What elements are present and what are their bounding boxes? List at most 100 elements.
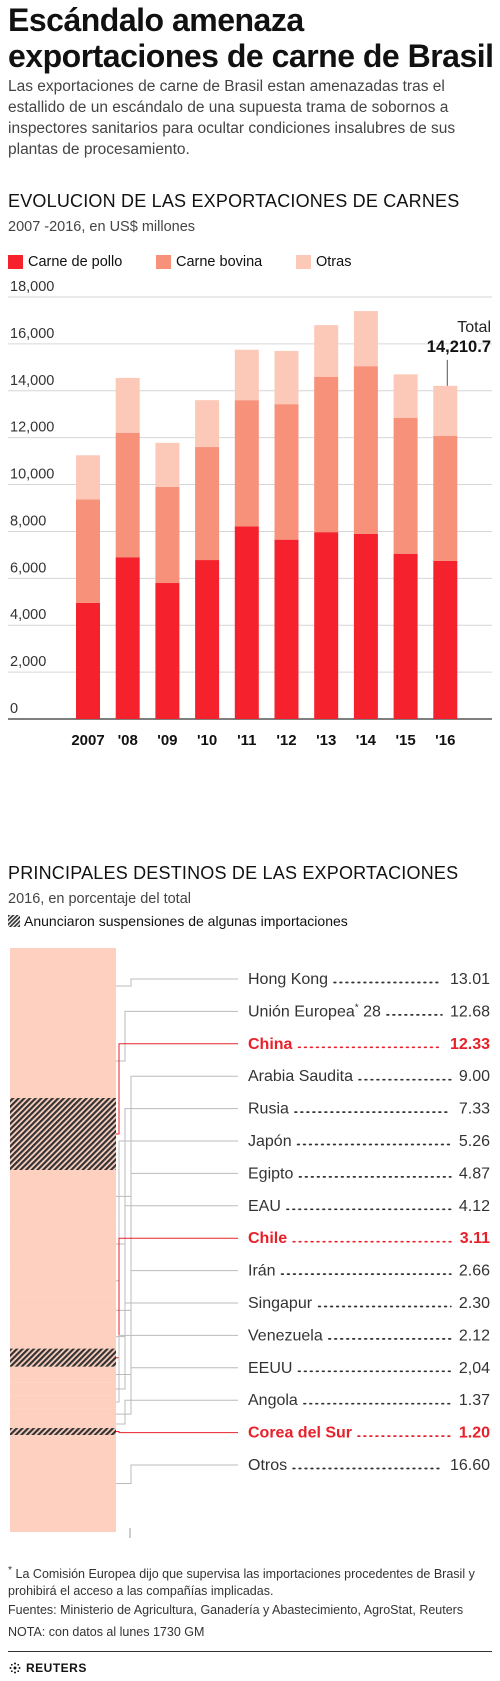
intro-text: Las exportaciones de carne de Brasil est… xyxy=(8,78,456,158)
bar-segment-otras xyxy=(274,350,299,405)
destino-value: 1.20 xyxy=(459,1425,490,1442)
x-tick-label: '08 xyxy=(118,732,138,749)
destino-segment xyxy=(10,1296,116,1325)
y-tick-label: 6,000 xyxy=(10,560,46,576)
destino-segment xyxy=(10,1395,116,1409)
bar-segment-pollo xyxy=(314,532,339,719)
destino-leader-line xyxy=(116,1075,238,1197)
destino-segment xyxy=(10,1170,116,1223)
destino-leader-line xyxy=(116,1237,238,1359)
destino-name-suffix: 28 xyxy=(359,1003,381,1020)
destino-segment xyxy=(10,1348,116,1367)
y-tick-label: 4,000 xyxy=(10,607,46,623)
destino-name: Egipto xyxy=(248,1165,293,1182)
bar-segment-pollo xyxy=(393,553,418,719)
destino-segment xyxy=(10,1435,116,1532)
bar-segment-otras xyxy=(76,455,100,500)
bar-segment-bovina xyxy=(195,447,220,561)
legend-label-otras: Otras xyxy=(316,254,352,270)
destino-name: Venezuela xyxy=(248,1327,323,1344)
suspension-legend-label: Anunciaron suspensiones de algunas impor… xyxy=(24,913,348,929)
footnote: * La Comisión Europea dijo que supervisa… xyxy=(8,1562,494,1600)
bar-segment-pollo xyxy=(353,533,378,719)
x-tick-label: '15 xyxy=(395,732,415,749)
destino-value: 13.01 xyxy=(450,971,490,988)
bar-segment-otras xyxy=(353,311,378,367)
destino-value: 5.26 xyxy=(459,1133,490,1150)
y-tick-label: 18,000 xyxy=(10,280,54,295)
bar-segment-bovina xyxy=(155,486,180,584)
destinos-subtitle: 2016, en porcentaje del total xyxy=(8,891,191,907)
destino-name-mark: * xyxy=(355,1002,359,1013)
destino-value: 12.68 xyxy=(450,1003,490,1020)
x-tick-label: '09 xyxy=(157,732,177,749)
bar-segment-otras xyxy=(115,377,140,433)
destino-value: 2.30 xyxy=(459,1295,490,1312)
y-tick-label: 16,000 xyxy=(10,326,54,342)
destino-segment xyxy=(10,1366,116,1383)
footer-rule xyxy=(8,1651,492,1652)
destinos-title: PRINCIPALES DESTINOS DE LAS EXPORTACIONE… xyxy=(8,863,459,883)
destino-segment xyxy=(10,1420,116,1429)
bar-segment-pollo xyxy=(274,539,299,719)
bar-segment-otras xyxy=(155,442,180,487)
destino-name: Arabia Saudita xyxy=(248,1068,353,1085)
bar-segment-bovina xyxy=(76,499,100,603)
destino-leader-line xyxy=(116,1172,238,1311)
bar-segment-bovina xyxy=(234,400,259,527)
destino-leader-line xyxy=(116,1431,238,1434)
destino-name: Irán xyxy=(248,1263,276,1280)
total-label: Total xyxy=(457,319,491,336)
destino-segment xyxy=(10,1098,116,1171)
destino-name: China xyxy=(248,1036,293,1053)
y-tick-label: 10,000 xyxy=(10,467,54,483)
note: NOTA: con datos al lunes 1730 GM xyxy=(8,1625,205,1639)
destino-value: 2,04 xyxy=(459,1360,490,1377)
bar-segment-pollo xyxy=(234,526,259,719)
x-tick-label: '16 xyxy=(435,732,455,749)
destino-name: EAU xyxy=(248,1198,281,1215)
destino-value: 4.87 xyxy=(459,1165,490,1182)
destino-name: Singapur xyxy=(248,1295,313,1312)
destino-leader-line xyxy=(116,1334,238,1403)
destino-segment xyxy=(10,948,116,1024)
reuters-logo-icon xyxy=(9,1662,21,1674)
headline: Escándalo amenaza exportaciones de carne… xyxy=(8,2,494,74)
destino-name: Unión Europea* 28 xyxy=(248,1002,381,1020)
destino-segment xyxy=(10,1428,116,1436)
destino-name: Hong Kong xyxy=(248,971,328,988)
bar-segment-bovina xyxy=(314,376,339,533)
destino-leader-line xyxy=(116,1140,238,1282)
destino-segment xyxy=(10,1222,116,1266)
destino-name: EEUU xyxy=(248,1360,292,1377)
y-tick-label: 8,000 xyxy=(10,513,46,529)
bar-chart-subtitle: 2007 -2016, en US$ millones xyxy=(8,219,196,235)
destino-segment xyxy=(10,1408,116,1421)
destino-segment xyxy=(10,1324,116,1349)
bar-segment-bovina xyxy=(393,417,418,554)
bar-segment-bovina xyxy=(115,432,140,558)
destino-leader-line xyxy=(116,1043,238,1135)
destino-name: Japón xyxy=(248,1133,292,1150)
destino-leader-line xyxy=(116,1464,238,1485)
bar-segment-bovina xyxy=(433,436,458,561)
destino-name: Otros xyxy=(248,1457,287,1474)
bar-segment-otras xyxy=(433,385,458,437)
destino-value: 12.33 xyxy=(450,1036,490,1053)
footnote-text: La Comisión Europea dijo que supervisa l… xyxy=(8,1567,475,1599)
legend-swatch-bovina xyxy=(156,255,171,269)
destino-leader-line xyxy=(116,1010,238,1062)
hatch-swatch xyxy=(8,915,20,927)
x-tick-label: '10 xyxy=(197,732,217,749)
legend-swatch-pollo xyxy=(8,255,23,269)
destino-value: 16.60 xyxy=(450,1457,490,1474)
destino-leader-line xyxy=(116,1270,238,1376)
destino-name: Angola xyxy=(248,1392,298,1409)
bar-segment-pollo xyxy=(155,583,180,719)
destino-value: 1.37 xyxy=(459,1392,490,1409)
brand-name: REUTERS xyxy=(26,1661,87,1675)
destino-name: Chile xyxy=(248,1230,287,1247)
destino-name: Corea del Sur xyxy=(248,1425,352,1442)
destino-leader-line xyxy=(116,1367,238,1415)
destino-value: 9.00 xyxy=(459,1068,490,1085)
